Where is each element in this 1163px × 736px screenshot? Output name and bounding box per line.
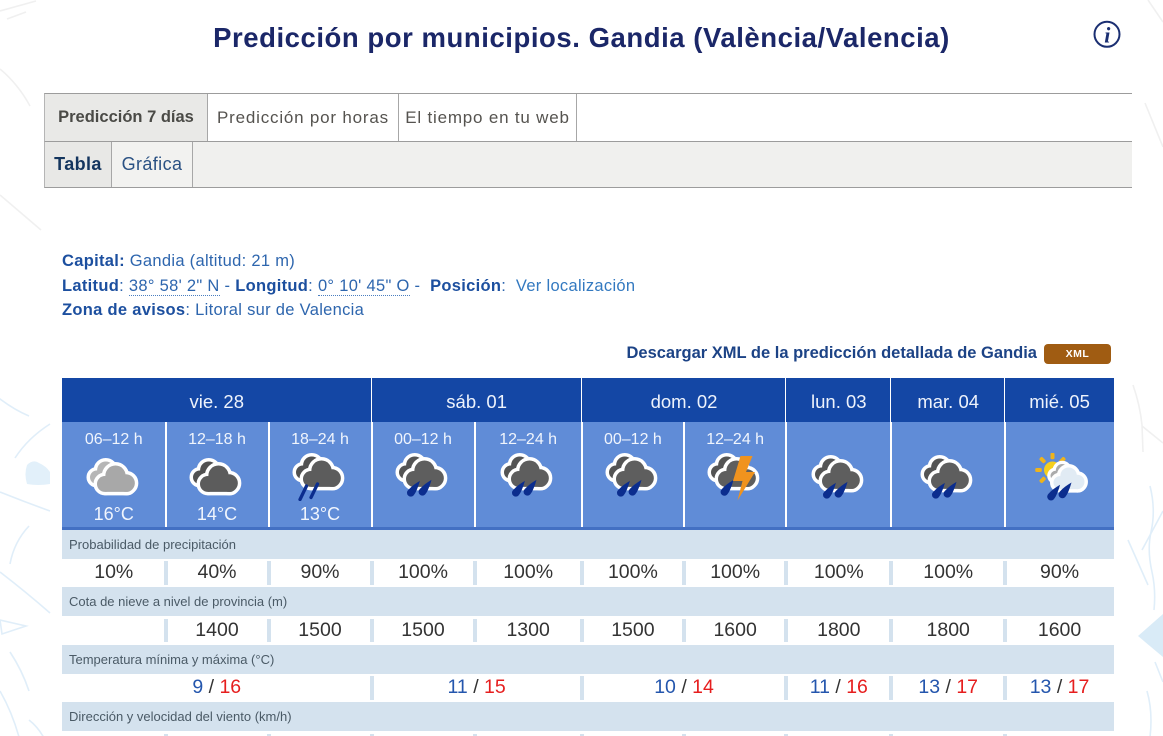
svg-text:i: i [1104,22,1111,47]
